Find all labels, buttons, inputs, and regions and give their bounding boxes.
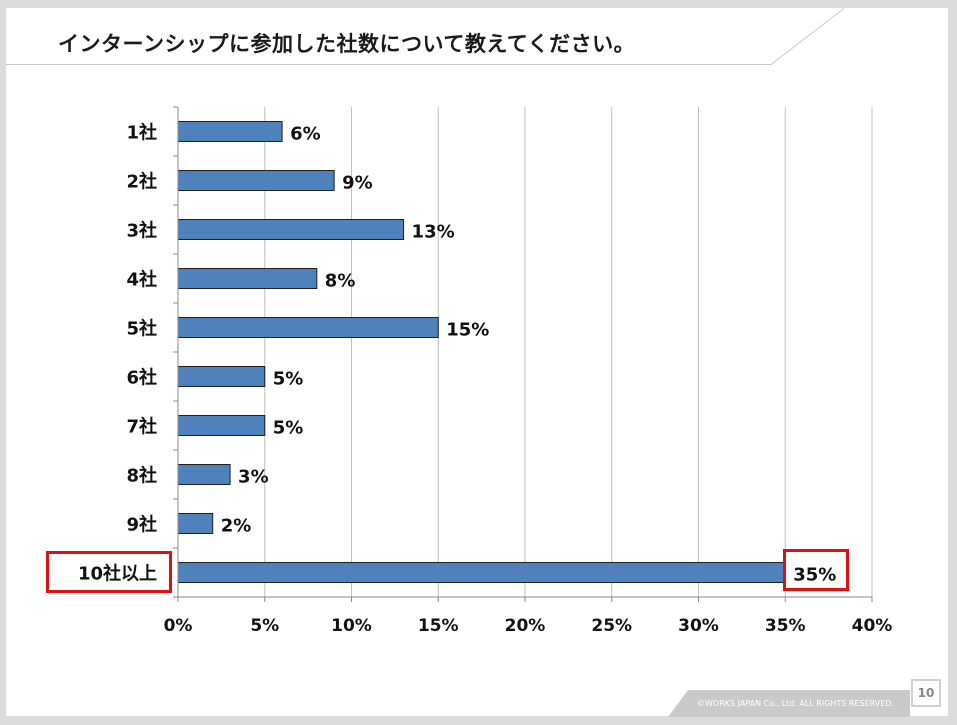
bar	[177, 562, 786, 583]
data-label: 9%	[342, 173, 373, 194]
bar	[177, 366, 266, 387]
bar	[177, 464, 231, 485]
category-label: 2社	[126, 171, 157, 193]
category-label: 1社	[126, 122, 157, 144]
data-label: 35%	[793, 565, 836, 586]
data-label: 5%	[273, 369, 304, 390]
x-tick-label: 15%	[418, 616, 459, 636]
bar	[177, 268, 318, 289]
x-tick-label: 35%	[765, 616, 806, 636]
copyright-text: ©WORKS JAPAN Co., Ltd. ALL RIGHTS RESERV…	[697, 699, 895, 708]
category-label: 4社	[126, 269, 157, 291]
title-bar: インターンシップに参加した社数について教えてください。	[6, 8, 846, 64]
data-label: 3%	[238, 467, 269, 488]
axis-layer: 0% 5% 10% 15% 20% 25% 30% 35% 40%	[164, 106, 893, 636]
grid-layer	[264, 107, 873, 597]
x-tick-label: 5%	[250, 616, 279, 636]
bar	[177, 170, 335, 191]
x-tick-label: 10%	[331, 616, 372, 636]
footer-band	[668, 690, 910, 717]
category-label: 9社	[126, 514, 157, 536]
x-tick-label: 25%	[591, 616, 632, 636]
bar	[177, 513, 214, 534]
x-tick-label: 30%	[678, 616, 719, 636]
category-label: 10社以上	[78, 563, 157, 585]
title-slant-decoration	[771, 8, 845, 65]
category-label: 5社	[126, 318, 157, 340]
slide	[6, 8, 948, 716]
x-tick-label: 20%	[505, 616, 546, 636]
page-number: 10	[911, 679, 941, 707]
x-tick-label: 0%	[164, 616, 193, 636]
highlight-box-category	[46, 550, 172, 593]
data-label: 13%	[412, 222, 455, 243]
category-label: 7社	[126, 416, 157, 438]
category-label: 6社	[126, 367, 157, 389]
category-label: 8社	[126, 465, 157, 487]
data-label: 2%	[221, 516, 252, 537]
category-label: 3社	[126, 220, 157, 242]
bar-layer	[177, 121, 786, 583]
highlight-box-value	[783, 548, 850, 591]
bar	[177, 317, 439, 338]
label-layer: 1社 6% 2社 9% 3社 13% 4社 8% 5社 15% 6社 5% 7社 5% 8社 3% 9社 2% 10…	[78, 122, 836, 586]
data-label: 6%	[290, 124, 321, 145]
bar	[177, 415, 266, 436]
bar	[177, 121, 283, 142]
page-title: インターンシップに参加した社数について教えてください。	[58, 32, 636, 56]
data-label: 5%	[273, 418, 304, 439]
bar	[177, 219, 405, 240]
data-label: 15%	[446, 320, 489, 341]
x-tick-label: 40%	[852, 616, 893, 636]
data-label: 8%	[325, 271, 356, 292]
title-underline	[6, 64, 772, 65]
